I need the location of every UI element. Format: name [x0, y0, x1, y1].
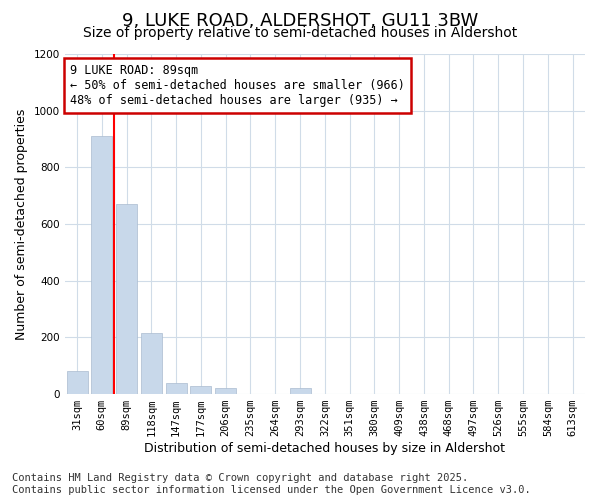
Bar: [91, 136, 112, 394]
Text: Contains HM Land Registry data © Crown copyright and database right 2025.
Contai: Contains HM Land Registry data © Crown c…: [12, 474, 531, 495]
Bar: [215, 388, 236, 394]
Bar: [116, 204, 137, 394]
Bar: [67, 372, 88, 394]
X-axis label: Distribution of semi-detached houses by size in Aldershot: Distribution of semi-detached houses by …: [145, 442, 505, 455]
Bar: [190, 386, 211, 394]
Bar: [166, 382, 187, 394]
Text: 9, LUKE ROAD, ALDERSHOT, GU11 3BW: 9, LUKE ROAD, ALDERSHOT, GU11 3BW: [122, 12, 478, 30]
Text: 9 LUKE ROAD: 89sqm
← 50% of semi-detached houses are smaller (966)
48% of semi-d: 9 LUKE ROAD: 89sqm ← 50% of semi-detache…: [70, 64, 405, 107]
Bar: [141, 333, 162, 394]
Bar: [290, 388, 311, 394]
Y-axis label: Number of semi-detached properties: Number of semi-detached properties: [15, 108, 28, 340]
Text: Size of property relative to semi-detached houses in Aldershot: Size of property relative to semi-detach…: [83, 26, 517, 40]
